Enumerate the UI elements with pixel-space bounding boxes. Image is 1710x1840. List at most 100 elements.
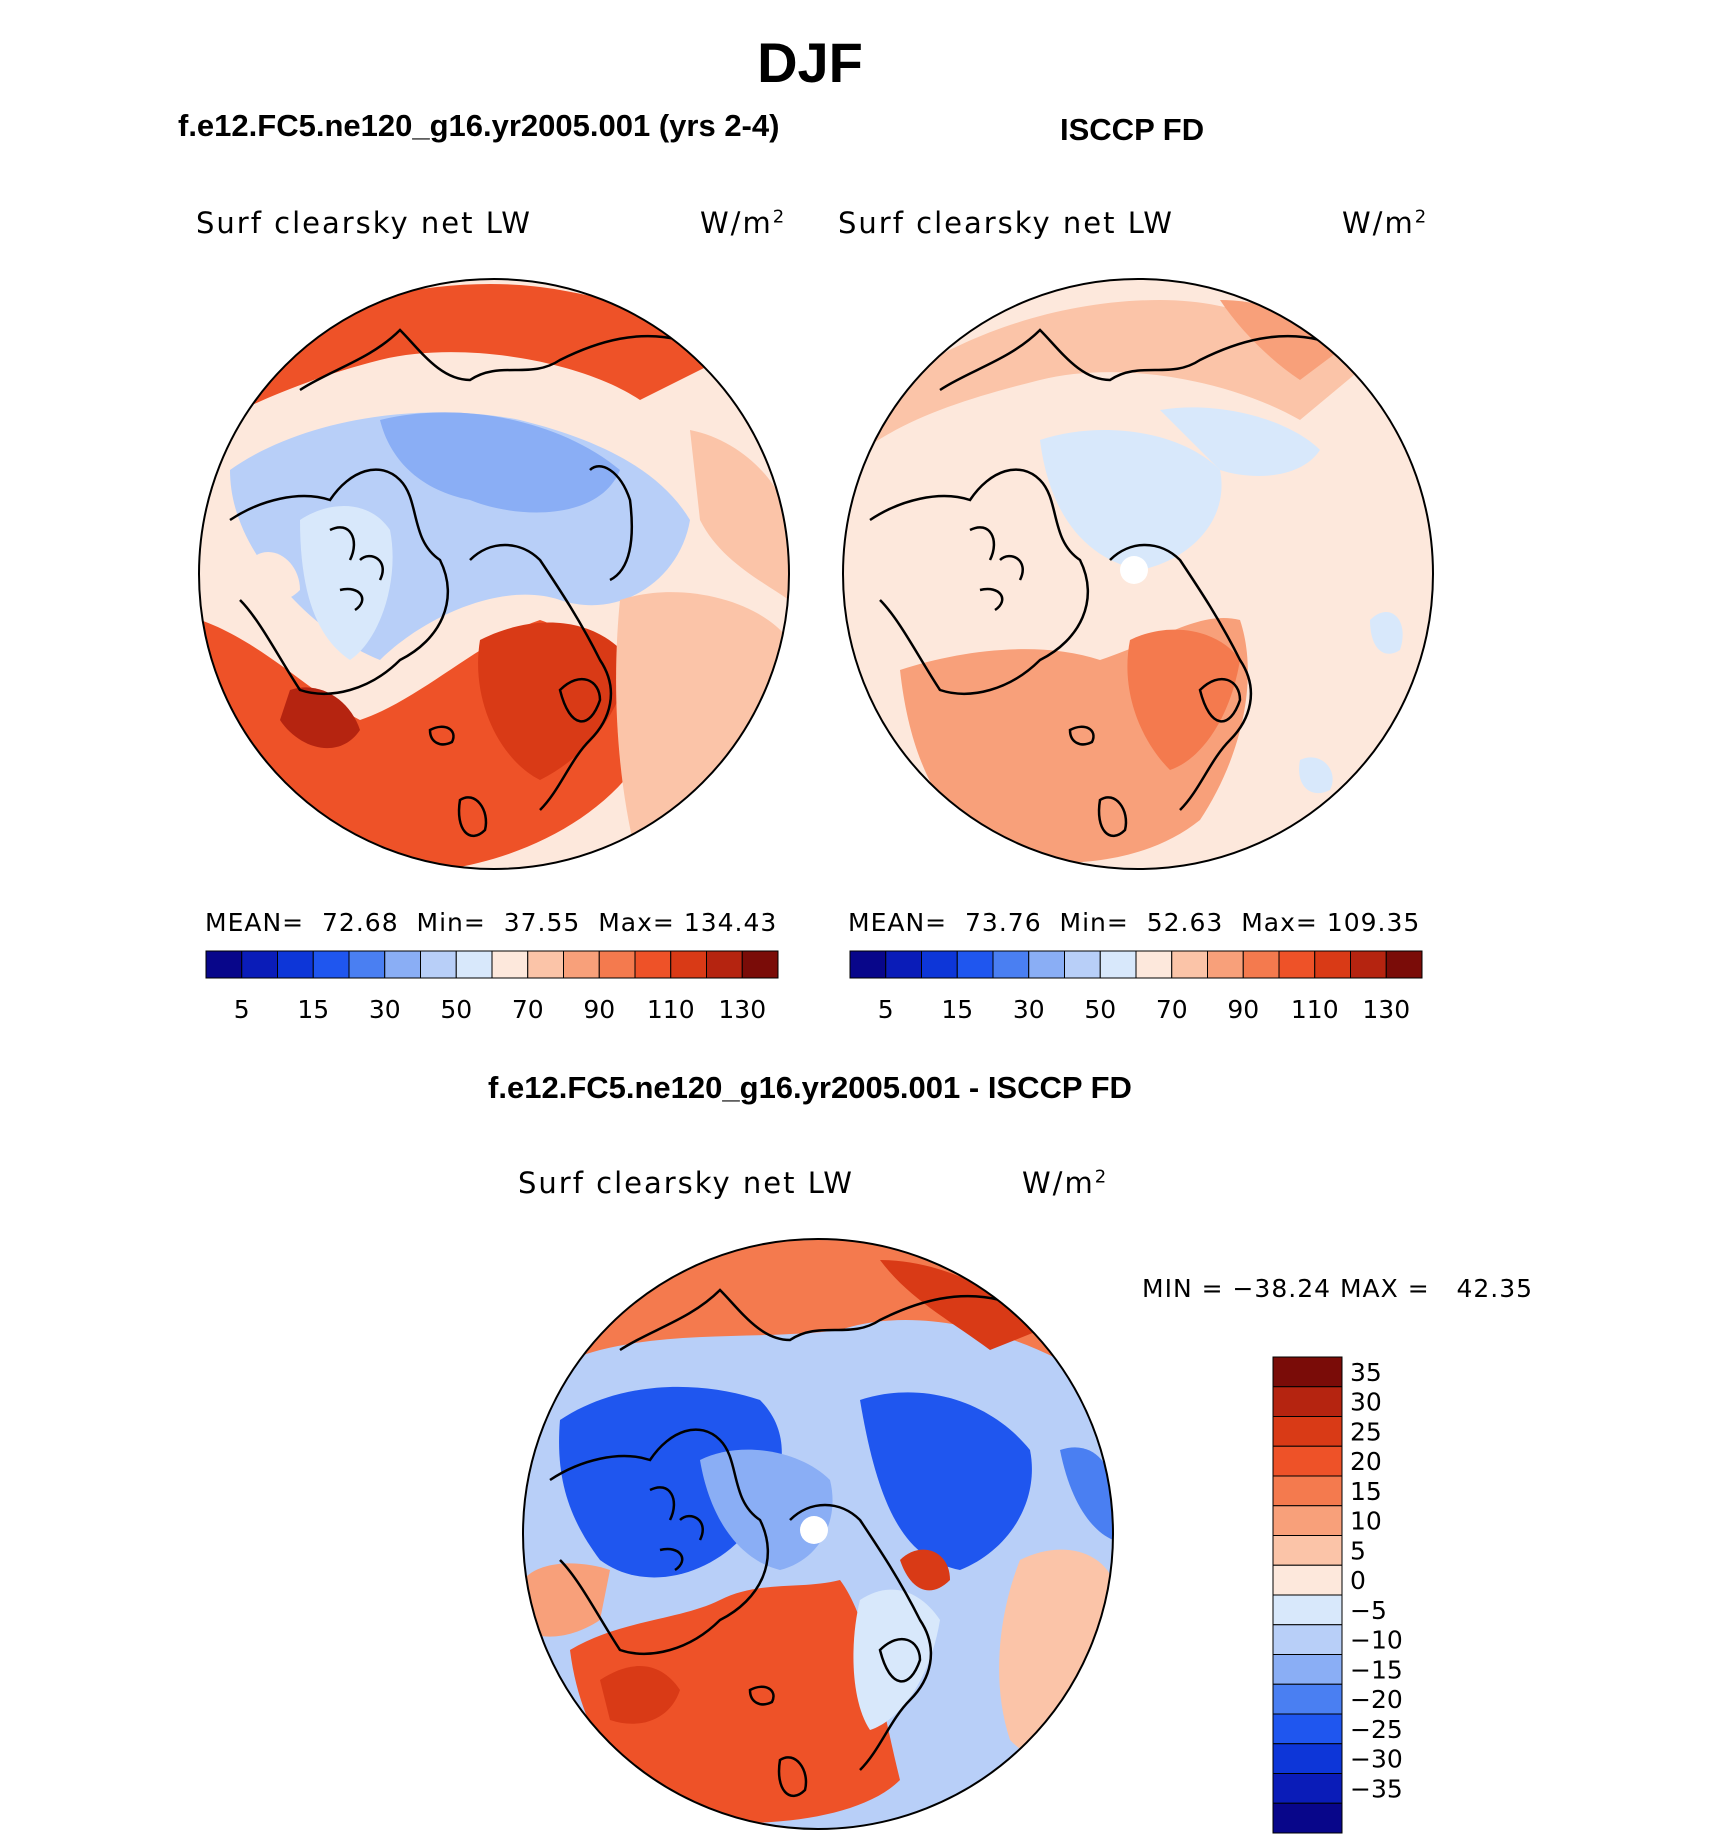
panel-2-colorbar-swatch (956, 950, 994, 979)
panel-2-colorbar-swatch (921, 950, 958, 979)
panel-1-colorbar-swatch (527, 950, 564, 979)
panel-1-colorbar-swatch (384, 950, 421, 979)
panel-3-colorbar-swatch (1272, 1654, 1343, 1685)
panel-3-colorbar-swatch (1272, 1416, 1343, 1447)
panel-2-colorbar-swatch (1242, 950, 1280, 979)
panel-3-colorbar-tick-label: −25 (1350, 1715, 1403, 1744)
panel-3-stats: MIN = −38.24 MAX = 42.35 (1142, 1274, 1534, 1303)
panel-3-colorbar-tick-label: 30 (1350, 1388, 1382, 1417)
panel-2-colorbar-tick-label: 70 (1156, 995, 1188, 1024)
panel-1-colorbar-swatch (420, 950, 457, 979)
panel-2-colorbar-swatch (1207, 950, 1244, 979)
panel-2-colorbar-tick-label: 130 (1362, 995, 1410, 1024)
panel-2-colorbar-swatch (1135, 950, 1173, 979)
panel-3-colorbar-swatch (1272, 1802, 1343, 1834)
panel-3-colorbar-tick-label: −5 (1350, 1596, 1387, 1625)
panel-3-colorbar-tick-label: 20 (1350, 1447, 1382, 1476)
panel-3-colorbar-tick-label: −35 (1350, 1774, 1403, 1803)
panel-3-colorbar-swatch (1272, 1743, 1343, 1774)
panel-1-colorbar-swatch (491, 950, 529, 979)
panel-1-colorbar-tick-label: 30 (369, 995, 401, 1024)
panel-3-colorbar-swatch (1272, 1683, 1343, 1715)
panel-3-colorbar-tick-label: −15 (1350, 1655, 1403, 1684)
panel-2-colorbar-tick-label: 90 (1227, 995, 1259, 1024)
panel-3-colorbar-tick-label: 15 (1350, 1477, 1382, 1506)
panel-1-variable: Surf clearsky net LW (196, 206, 532, 240)
panel-3-colorbar-tick-label: −20 (1350, 1685, 1403, 1714)
panel-3-colorbar-tick-label: 35 (1350, 1358, 1382, 1387)
panel-2-colorbar-tick-label: 15 (941, 995, 973, 1024)
panel-1-colorbar-tick-label: 5 (234, 995, 250, 1024)
panel-2-colorbar-swatch (1385, 950, 1423, 979)
panel-1-map (199, 279, 789, 869)
panel-2-colorbar-swatch (1278, 950, 1316, 979)
panel-1-units: W/m2 (700, 206, 787, 240)
panel-3-colorbar-tick-label: 5 (1350, 1536, 1366, 1565)
panel-2-colorbar-swatch (1350, 950, 1387, 979)
panel-2-colorbar-tick-label: 30 (1013, 995, 1045, 1024)
panel-3-colorbar-swatch (1272, 1773, 1343, 1804)
panel-3-colorbar-tick-label: 0 (1350, 1566, 1366, 1595)
panel-1-colorbar-swatch (277, 950, 314, 979)
panel-1-boundary (198, 278, 790, 870)
panel-1-colorbar-tick-label: 130 (718, 995, 766, 1024)
panel-2-boundary (842, 278, 1434, 870)
panel-2-colorbar-swatch (1099, 950, 1137, 979)
panel-2-colorbar-tick-label: 5 (878, 995, 894, 1024)
panel-1-colorbar-swatch (241, 950, 278, 979)
panel-1-colorbar-swatch (670, 950, 707, 979)
panel-3-variable: Surf clearsky net LW (518, 1166, 854, 1200)
panel-3-colorbar-swatch (1272, 1713, 1343, 1745)
panel-2-map (843, 279, 1433, 869)
panel-1-colorbar-swatch (598, 950, 636, 979)
panel-1-colorbar-tick-label: 15 (297, 995, 329, 1024)
panel-3-subtitle: f.e12.FC5.ne120_g16.yr2005.001 - ISCCP F… (488, 1070, 1132, 1105)
panel-3-colorbar-swatch (1272, 1564, 1343, 1596)
panel-2-colorbar-swatch (992, 950, 1030, 979)
panel-3-colorbar-swatch (1272, 1445, 1343, 1477)
panel-3-colorbar-tick-label: −10 (1350, 1626, 1403, 1655)
panel-1-subtitle: f.e12.FC5.ne120_g16.yr2005.001 (yrs 2-4) (178, 108, 780, 143)
panel-3-colorbar-swatch (1272, 1624, 1343, 1655)
panel-2-colorbar-swatch (849, 950, 887, 979)
panel-2-colorbar: 5 15 30 50 70 90 110 130 (849, 950, 1423, 1024)
panel-2-stats: MEAN= 73.76 Min= 52.63 Max= 109.35 (848, 908, 1421, 937)
panel-2-colorbar-swatch (1064, 950, 1101, 979)
panel-2-subtitle: ISCCP FD (1060, 112, 1205, 147)
panel-1-colorbar-swatch (634, 950, 672, 979)
panel-1-colorbar-tick-label: 90 (583, 995, 615, 1024)
panel-2-colorbar-tick-label: 50 (1084, 995, 1116, 1024)
panel-1-colorbar-tick-label: 110 (647, 995, 695, 1024)
panel-1-colorbar-swatch (455, 950, 493, 979)
panel-1-colorbar-swatch (563, 950, 600, 979)
panel-2-colorbar-swatch (1171, 950, 1208, 979)
panel-2-colorbar-tick-label: 110 (1291, 995, 1339, 1024)
panel-1-colorbar-swatch (741, 950, 779, 979)
main-title: DJF (757, 31, 863, 94)
panel-3-colorbar-swatch (1272, 1535, 1343, 1566)
panel-2-colorbar-swatch (885, 950, 922, 979)
panel-3-colorbar-swatch (1272, 1356, 1343, 1388)
panel-2-variable: Surf clearsky net LW (838, 206, 1174, 240)
panel-1-colorbar-swatch (205, 950, 243, 979)
panel-3-map (523, 1239, 1113, 1829)
panel-3-colorbar-swatch (1272, 1475, 1343, 1507)
panel-3-colorbar-tick-label: 10 (1350, 1507, 1382, 1536)
panel-2-colorbar-swatch (1314, 950, 1351, 979)
panel-3-colorbar-swatch (1272, 1505, 1343, 1536)
panel-3-boundary (522, 1238, 1114, 1830)
panel-3-colorbar-tick-label: −30 (1350, 1745, 1403, 1774)
panel-1-colorbar-swatch (706, 950, 743, 979)
panel-1-colorbar-swatch (312, 950, 350, 979)
panel-1-colorbar-tick-label: 50 (440, 995, 472, 1024)
panel-3-colorbar-swatch (1272, 1386, 1343, 1417)
panel-1-colorbar: 5 15 30 50 70 90 110 130 (205, 950, 779, 1024)
panel-1-colorbar-swatch (348, 950, 386, 979)
panel-3-colorbar-tick-label: 25 (1350, 1417, 1382, 1446)
panel-1-stats: MEAN= 72.68 Min= 37.55 Max= 134.43 (205, 908, 778, 937)
panel-2-units: W/m2 (1342, 206, 1429, 240)
panel-3-colorbar-swatch (1272, 1594, 1343, 1626)
panel-2-colorbar-swatch (1028, 950, 1065, 979)
